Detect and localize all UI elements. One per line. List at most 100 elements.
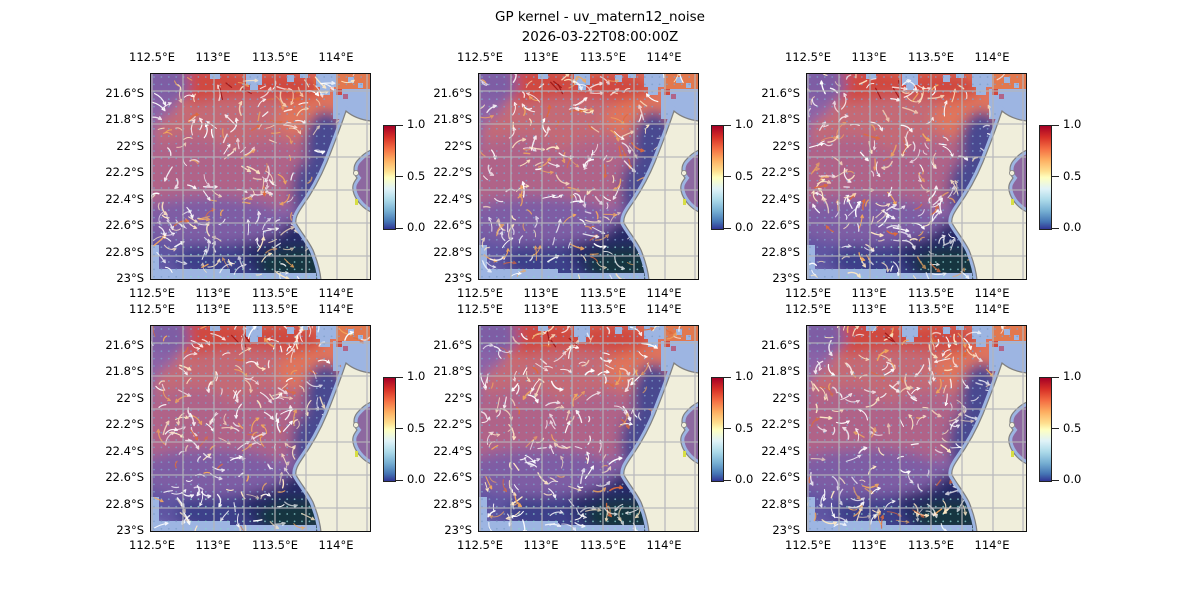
y-tick-label: 22°S — [444, 391, 472, 405]
x-tick-label-top: 113.5°E — [908, 302, 954, 316]
x-tick-label-top: 113°E — [523, 50, 559, 64]
map-panel-r2c1: 112.5°E 113°E 113.5°E 114°E 112.5°E 113°… — [105, 303, 425, 552]
y-tick-label: 22.2°S — [433, 165, 472, 179]
map-plot — [150, 325, 371, 532]
x-tick-label-bottom: 113.5°E — [580, 286, 626, 300]
y-tick-label: 21.8°S — [761, 112, 800, 126]
x-tick-label-bottom: 113.5°E — [252, 538, 298, 552]
x-tick-label-bottom: 113.5°E — [252, 286, 298, 300]
y-tick-label: 22°S — [444, 139, 472, 153]
map-panel-r1c3: 112.5°E 113°E 113.5°E 114°E 112.5°E 113°… — [761, 51, 1081, 300]
x-tick-label-bottom: 114°E — [646, 286, 682, 300]
dots-layer — [153, 328, 363, 530]
y-tick-label: 22.8°S — [433, 497, 472, 511]
colorbar-tick — [396, 480, 403, 481]
y-tick-label: 21.8°S — [433, 364, 472, 378]
y-tick-label: 22.2°S — [105, 165, 144, 179]
y-tick-label: 23°S — [444, 271, 472, 285]
colorbar-tick-label: 1.0 — [407, 117, 426, 131]
y-tick-label: 21.6°S — [105, 338, 144, 352]
y-tick-label: 22.8°S — [433, 245, 472, 259]
colorbar-tick — [724, 176, 731, 177]
y-tick-label: 22.8°S — [761, 245, 800, 259]
colorbar-tick-label: 1.0 — [407, 369, 426, 383]
y-tick-label: 21.8°S — [105, 112, 144, 126]
y-tick-label: 21.8°S — [433, 112, 472, 126]
y-tick-label: 22.8°S — [105, 245, 144, 259]
land-layer — [620, 104, 699, 280]
x-tick-label-top: 112.5°E — [457, 50, 503, 64]
colorbar-tick-label: 0.5 — [407, 421, 426, 435]
x-tick-label-top: 113.5°E — [252, 302, 298, 316]
land-layer — [292, 104, 371, 280]
x-tick-label-bottom: 112.5°E — [129, 286, 175, 300]
x-tick-label-top: 113.5°E — [580, 50, 626, 64]
figure-title: GP kernel - uv_matern12_noise — [495, 9, 705, 25]
x-tick-label-bottom: 113.5°E — [580, 538, 626, 552]
x-tick-label-top: 113°E — [195, 50, 231, 64]
colorbar-tick — [1052, 377, 1059, 378]
x-tick-label-top: 112.5°E — [129, 50, 175, 64]
y-tick-label: 22.2°S — [761, 165, 800, 179]
colorbar-tick — [1052, 176, 1059, 177]
x-tick-label-bottom: 113.5°E — [908, 538, 954, 552]
x-tick-label-top: 112.5°E — [457, 302, 503, 316]
y-tick-label: 22.6°S — [105, 218, 144, 232]
y-tick-label: 22.6°S — [433, 218, 472, 232]
x-tick-label-top: 114°E — [974, 302, 1010, 316]
y-tick-label: 21.8°S — [761, 364, 800, 378]
gridlines-layer — [478, 73, 699, 280]
colorbar-tick — [724, 428, 731, 429]
colorbar — [383, 125, 396, 230]
colorbar-tick — [1052, 228, 1059, 229]
x-tick-label-bottom: 113°E — [195, 538, 231, 552]
y-tick-label: 21.6°S — [105, 86, 144, 100]
x-tick-label-top: 113.5°E — [580, 302, 626, 316]
x-tick-label-top: 114°E — [318, 50, 354, 64]
y-tick-label: 22.6°S — [761, 470, 800, 484]
y-tick-label: 22.4°S — [433, 192, 472, 206]
x-tick-label-bottom: 114°E — [974, 286, 1010, 300]
colorbar-tick — [396, 377, 403, 378]
colorbar-tick — [1052, 428, 1059, 429]
dots-layer — [481, 76, 691, 278]
colorbar-tick-label: 1.0 — [1063, 369, 1082, 383]
colorbar-tick-label: 0.5 — [1063, 169, 1082, 183]
map-plot — [806, 73, 1027, 280]
field-layer — [806, 73, 1027, 280]
colorbar-tick — [1052, 125, 1059, 126]
map-panel-r2c3: 112.5°E 113°E 113.5°E 114°E 112.5°E 113°… — [761, 303, 1081, 552]
x-tick-label-bottom: 114°E — [318, 286, 354, 300]
colorbar — [383, 377, 396, 482]
x-tick-label-top: 114°E — [974, 50, 1010, 64]
colorbar — [711, 377, 724, 482]
y-tick-label: 22.4°S — [761, 444, 800, 458]
map-plot — [478, 73, 699, 280]
colorbar-tick-label: 0.0 — [735, 472, 754, 486]
colorbar-tick-label: 0.5 — [407, 169, 426, 183]
land-layer — [948, 104, 1027, 280]
x-tick-label-bottom: 113.5°E — [908, 286, 954, 300]
x-tick-label-bottom: 114°E — [646, 538, 682, 552]
colorbar-tick — [724, 377, 731, 378]
x-tick-label-bottom: 112.5°E — [129, 538, 175, 552]
y-tick-label: 22.6°S — [433, 470, 472, 484]
x-tick-label-top: 112.5°E — [785, 302, 831, 316]
colorbar-tick — [724, 480, 731, 481]
colorbar-tick — [1052, 480, 1059, 481]
colorbar-tick — [724, 228, 731, 229]
colorbar-tick — [396, 428, 403, 429]
colorbar-tick-label: 0.5 — [1063, 421, 1082, 435]
x-tick-label-bottom: 113°E — [851, 538, 887, 552]
y-tick-label: 22.6°S — [761, 218, 800, 232]
y-tick-label: 21.6°S — [433, 338, 472, 352]
colorbar — [711, 125, 724, 230]
map-plot — [478, 325, 699, 532]
y-tick-label: 23°S — [116, 271, 144, 285]
y-tick-label: 23°S — [772, 271, 800, 285]
y-tick-label: 22°S — [116, 139, 144, 153]
x-tick-label-bottom: 112.5°E — [785, 286, 831, 300]
x-tick-label-bottom: 112.5°E — [457, 286, 503, 300]
x-tick-label-bottom: 113°E — [523, 286, 559, 300]
colorbar — [1039, 125, 1052, 230]
